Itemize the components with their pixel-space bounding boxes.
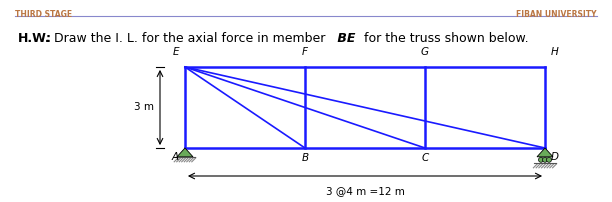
Text: E: E	[173, 47, 179, 57]
Circle shape	[539, 157, 543, 162]
Text: :: :	[46, 32, 51, 45]
Text: A: A	[172, 152, 179, 162]
Polygon shape	[177, 148, 193, 157]
Text: F: F	[302, 47, 308, 57]
Text: Draw the I. L. for the axial force in member: Draw the I. L. for the axial force in me…	[50, 32, 326, 45]
Text: FIBAN UNIVERSITY: FIBAN UNIVERSITY	[517, 10, 597, 19]
Text: 3 @4 m =12 m: 3 @4 m =12 m	[326, 186, 405, 196]
Circle shape	[542, 157, 548, 162]
Text: H.W.: H.W.	[18, 32, 51, 45]
Polygon shape	[537, 148, 553, 157]
Text: 3 m: 3 m	[134, 102, 154, 113]
Circle shape	[547, 157, 551, 162]
Text: D: D	[551, 152, 559, 162]
Text: BE: BE	[333, 32, 356, 45]
Text: for the truss shown below.: for the truss shown below.	[360, 32, 529, 45]
Text: G: G	[421, 47, 429, 57]
Text: C: C	[422, 153, 428, 163]
Text: B: B	[302, 153, 308, 163]
Text: H: H	[551, 47, 559, 57]
Text: THIRD STAGE: THIRD STAGE	[15, 10, 72, 19]
